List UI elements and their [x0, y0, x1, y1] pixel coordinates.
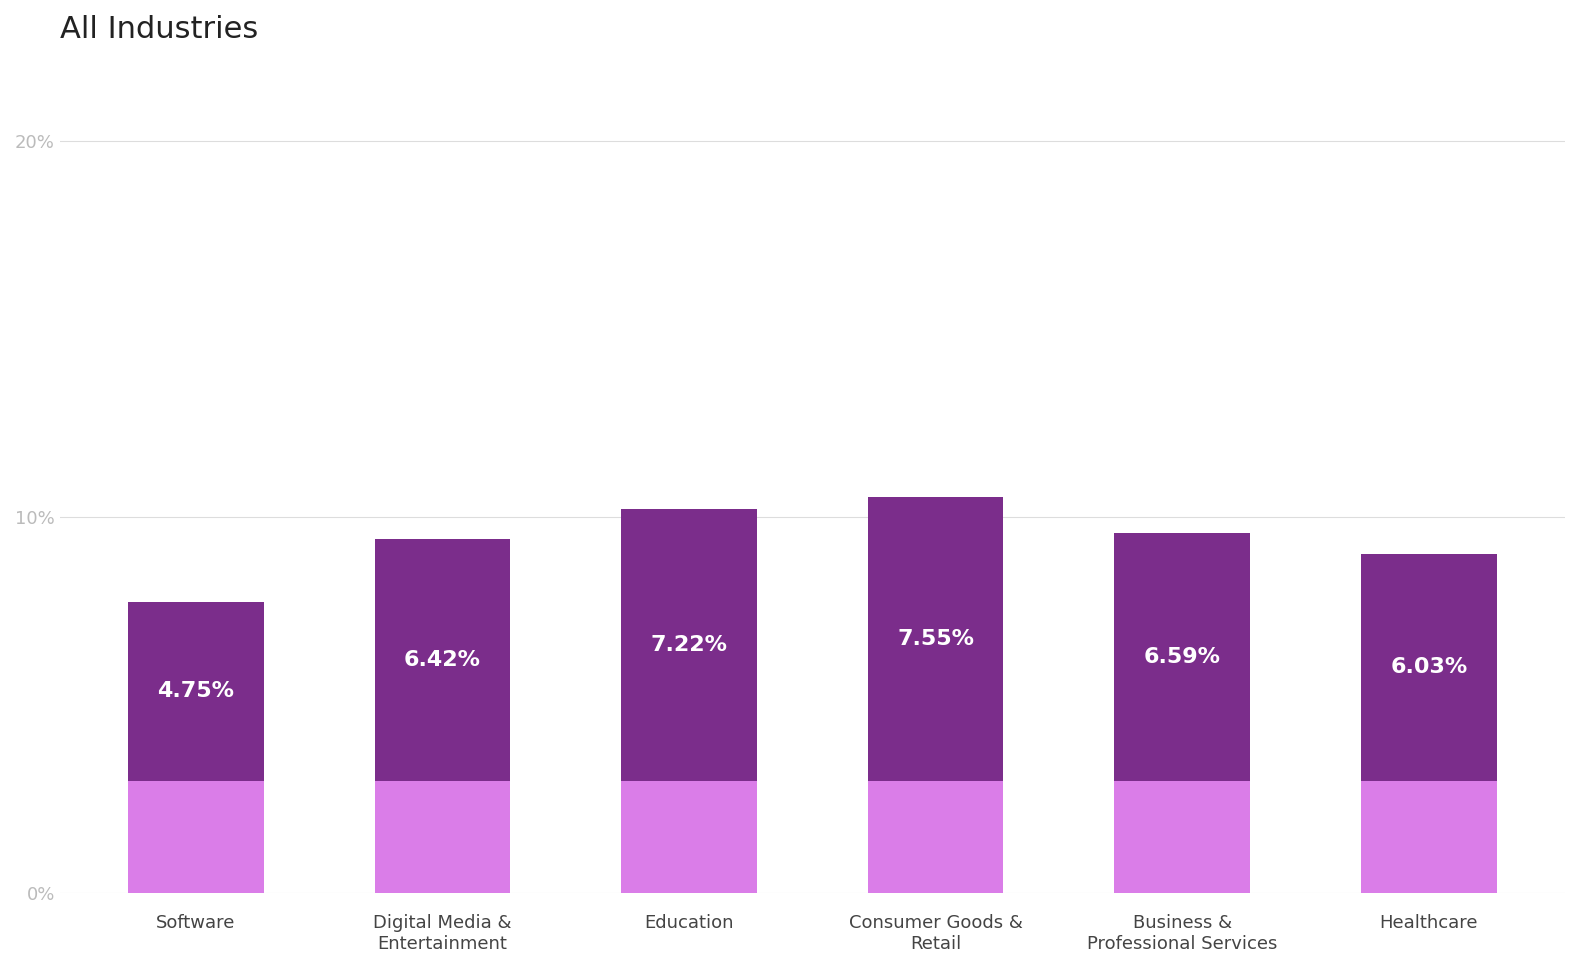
Bar	[374, 539, 510, 780]
Text: 6.03%: 6.03%	[1390, 657, 1468, 677]
Bar	[621, 780, 757, 893]
Bar	[1360, 554, 1496, 780]
Bar	[1114, 532, 1250, 780]
Text: 7.22%: 7.22%	[651, 635, 727, 654]
Text: 4.75%: 4.75%	[158, 681, 234, 701]
Bar	[867, 497, 1003, 780]
Text: All Industries: All Industries	[60, 15, 258, 44]
Bar	[867, 780, 1003, 893]
Bar	[1114, 780, 1250, 893]
Bar	[128, 780, 264, 893]
Bar	[1360, 780, 1496, 893]
Bar	[374, 780, 510, 893]
Text: 6.59%: 6.59%	[1144, 647, 1221, 667]
Text: 7.55%: 7.55%	[897, 628, 975, 649]
Bar	[621, 509, 757, 780]
Text: 6.42%: 6.42%	[404, 650, 480, 670]
Bar	[128, 602, 264, 780]
